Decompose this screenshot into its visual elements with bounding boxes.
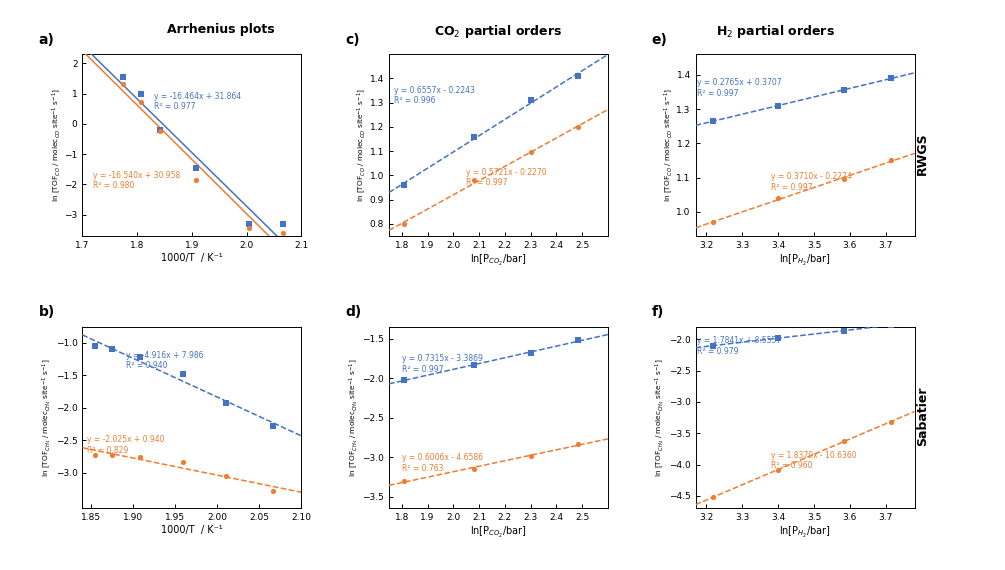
Point bbox=[706, 341, 722, 350]
Text: y = 0.7315x - 3.3869
R² = 0.997: y = 0.7315x - 3.3869 R² = 0.997 bbox=[402, 355, 482, 374]
Point bbox=[133, 89, 149, 99]
Y-axis label: ln [TOF$_{CH_4}$ / molec$_{CH_4}$ site$^{-1}$ s$^{-1}$]: ln [TOF$_{CH_4}$ / molec$_{CH_4}$ site$^… bbox=[41, 359, 54, 477]
Point bbox=[176, 457, 192, 466]
Text: d): d) bbox=[345, 306, 362, 319]
Point bbox=[524, 148, 540, 157]
Point bbox=[882, 74, 898, 83]
Point bbox=[396, 375, 412, 384]
Point bbox=[524, 96, 540, 105]
Y-axis label: ln [TOF$_{CH_4}$ / molec$_{CH_4}$ site$^{-1}$ s$^{-1}$]: ln [TOF$_{CH_4}$ / molec$_{CH_4}$ site$^… bbox=[348, 359, 361, 477]
Point bbox=[524, 348, 540, 357]
Point bbox=[771, 101, 787, 110]
Point bbox=[524, 452, 540, 461]
Point bbox=[771, 333, 787, 343]
Point bbox=[152, 125, 168, 135]
Point bbox=[87, 341, 104, 351]
Point bbox=[241, 219, 257, 229]
Point bbox=[836, 327, 852, 336]
Point bbox=[188, 176, 204, 185]
Point bbox=[882, 417, 898, 426]
Point bbox=[570, 71, 586, 80]
Text: Arrhenius plots: Arrhenius plots bbox=[167, 23, 275, 36]
Point bbox=[133, 97, 149, 106]
Point bbox=[241, 224, 257, 233]
Point bbox=[217, 471, 233, 481]
X-axis label: 1000/T  / K⁻¹: 1000/T / K⁻¹ bbox=[161, 525, 223, 535]
Text: CO$_2$ partial orders: CO$_2$ partial orders bbox=[434, 23, 563, 40]
X-axis label: ln[P$_{CO_2}$/bar]: ln[P$_{CO_2}$/bar] bbox=[470, 525, 527, 540]
Point bbox=[570, 336, 586, 345]
Text: b): b) bbox=[38, 306, 55, 319]
Point bbox=[771, 465, 787, 474]
Point bbox=[264, 421, 280, 430]
Point bbox=[882, 320, 898, 329]
Point bbox=[836, 175, 852, 184]
Point bbox=[176, 369, 192, 378]
Y-axis label: ln [TOF$_{CO}$ / molec$_{CO}$ site$^{-1}$ s$^{-1}$]: ln [TOF$_{CO}$ / molec$_{CO}$ site$^{-1}… bbox=[662, 88, 675, 202]
Text: y = 1.7841x + 8.5557
R² = 0.979: y = 1.7841x + 8.5557 R² = 0.979 bbox=[697, 336, 782, 356]
Point bbox=[465, 361, 481, 370]
Point bbox=[836, 436, 852, 445]
X-axis label: ln[P$_{H_2}$/bar]: ln[P$_{H_2}$/bar] bbox=[779, 525, 831, 540]
Text: y = 0.5721x - 0.2270
R² = 0.997: y = 0.5721x - 0.2270 R² = 0.997 bbox=[466, 168, 547, 188]
Point bbox=[116, 73, 132, 82]
Text: y = 1.8379x - 10.6360
R² = 0.960: y = 1.8379x - 10.6360 R² = 0.960 bbox=[771, 451, 856, 470]
Point bbox=[465, 465, 481, 474]
Text: Sabatier: Sabatier bbox=[917, 386, 929, 446]
Point bbox=[152, 126, 168, 135]
Point bbox=[132, 452, 148, 461]
Point bbox=[396, 476, 412, 485]
Point bbox=[217, 398, 233, 407]
Y-axis label: ln [TOF$_{CO}$ / molec$_{CO}$ site$^{-1}$ s$^{-1}$]: ln [TOF$_{CO}$ / molec$_{CO}$ site$^{-1}… bbox=[50, 88, 63, 202]
Point bbox=[264, 486, 280, 495]
Point bbox=[465, 132, 481, 141]
Text: y = 0.3710x - 0.2274
R² = 0.997: y = 0.3710x - 0.2274 R² = 0.997 bbox=[771, 173, 851, 192]
Text: y = -2.025x + 0.940
R² = 0.829: y = -2.025x + 0.940 R² = 0.829 bbox=[86, 435, 164, 454]
Point bbox=[274, 228, 290, 237]
Point bbox=[836, 86, 852, 95]
Text: y = -16.464x + 31.864
R² = 0.977: y = -16.464x + 31.864 R² = 0.977 bbox=[154, 92, 241, 111]
Text: e): e) bbox=[652, 33, 667, 47]
Point bbox=[396, 181, 412, 190]
Point bbox=[706, 492, 722, 502]
Point bbox=[188, 163, 204, 172]
Point bbox=[706, 116, 722, 125]
Text: a): a) bbox=[38, 33, 54, 47]
Text: y = -4.916x + 7.986
R² = 0.940: y = -4.916x + 7.986 R² = 0.940 bbox=[127, 351, 204, 370]
Y-axis label: ln [TOF$_{CO}$ / molec$_{CO}$ site$^{-1}$ s$^{-1}$]: ln [TOF$_{CO}$ / molec$_{CO}$ site$^{-1}… bbox=[356, 88, 369, 202]
Point bbox=[570, 439, 586, 448]
Text: y = 0.6006x - 4.6586
R² = 0.763: y = 0.6006x - 4.6586 R² = 0.763 bbox=[402, 453, 482, 473]
Text: y = 0.6557x - 0.2243
R² = 0.996: y = 0.6557x - 0.2243 R² = 0.996 bbox=[394, 86, 475, 105]
Point bbox=[396, 219, 412, 229]
X-axis label: 1000/T  / K⁻¹: 1000/T / K⁻¹ bbox=[161, 253, 223, 263]
Point bbox=[706, 218, 722, 227]
Y-axis label: ln [TOF$_{CH_4}$ / molec$_{CH_4}$ site$^{-1}$ s$^{-1}$]: ln [TOF$_{CH_4}$ / molec$_{CH_4}$ site$^… bbox=[654, 359, 667, 477]
Text: c): c) bbox=[345, 33, 360, 47]
Point bbox=[104, 345, 120, 354]
Point bbox=[104, 451, 120, 460]
Point bbox=[465, 176, 481, 185]
Text: H$_2$ partial orders: H$_2$ partial orders bbox=[717, 23, 835, 40]
Text: y = -16.540x + 30.958
R² = 0.980: y = -16.540x + 30.958 R² = 0.980 bbox=[93, 171, 181, 190]
Point bbox=[274, 219, 290, 229]
X-axis label: ln[P$_{H_2}$/bar]: ln[P$_{H_2}$/bar] bbox=[779, 253, 831, 267]
Text: f): f) bbox=[652, 306, 664, 319]
Text: RWGS: RWGS bbox=[917, 133, 929, 175]
X-axis label: ln[P$_{CO_2}$/bar]: ln[P$_{CO_2}$/bar] bbox=[470, 253, 527, 267]
Text: y = 0.2765x + 0.3707
R² = 0.997: y = 0.2765x + 0.3707 R² = 0.997 bbox=[697, 78, 782, 97]
Point bbox=[116, 80, 132, 89]
Point bbox=[132, 353, 148, 362]
Point bbox=[570, 123, 586, 132]
Point bbox=[87, 450, 104, 459]
Point bbox=[882, 156, 898, 165]
Point bbox=[771, 194, 787, 203]
